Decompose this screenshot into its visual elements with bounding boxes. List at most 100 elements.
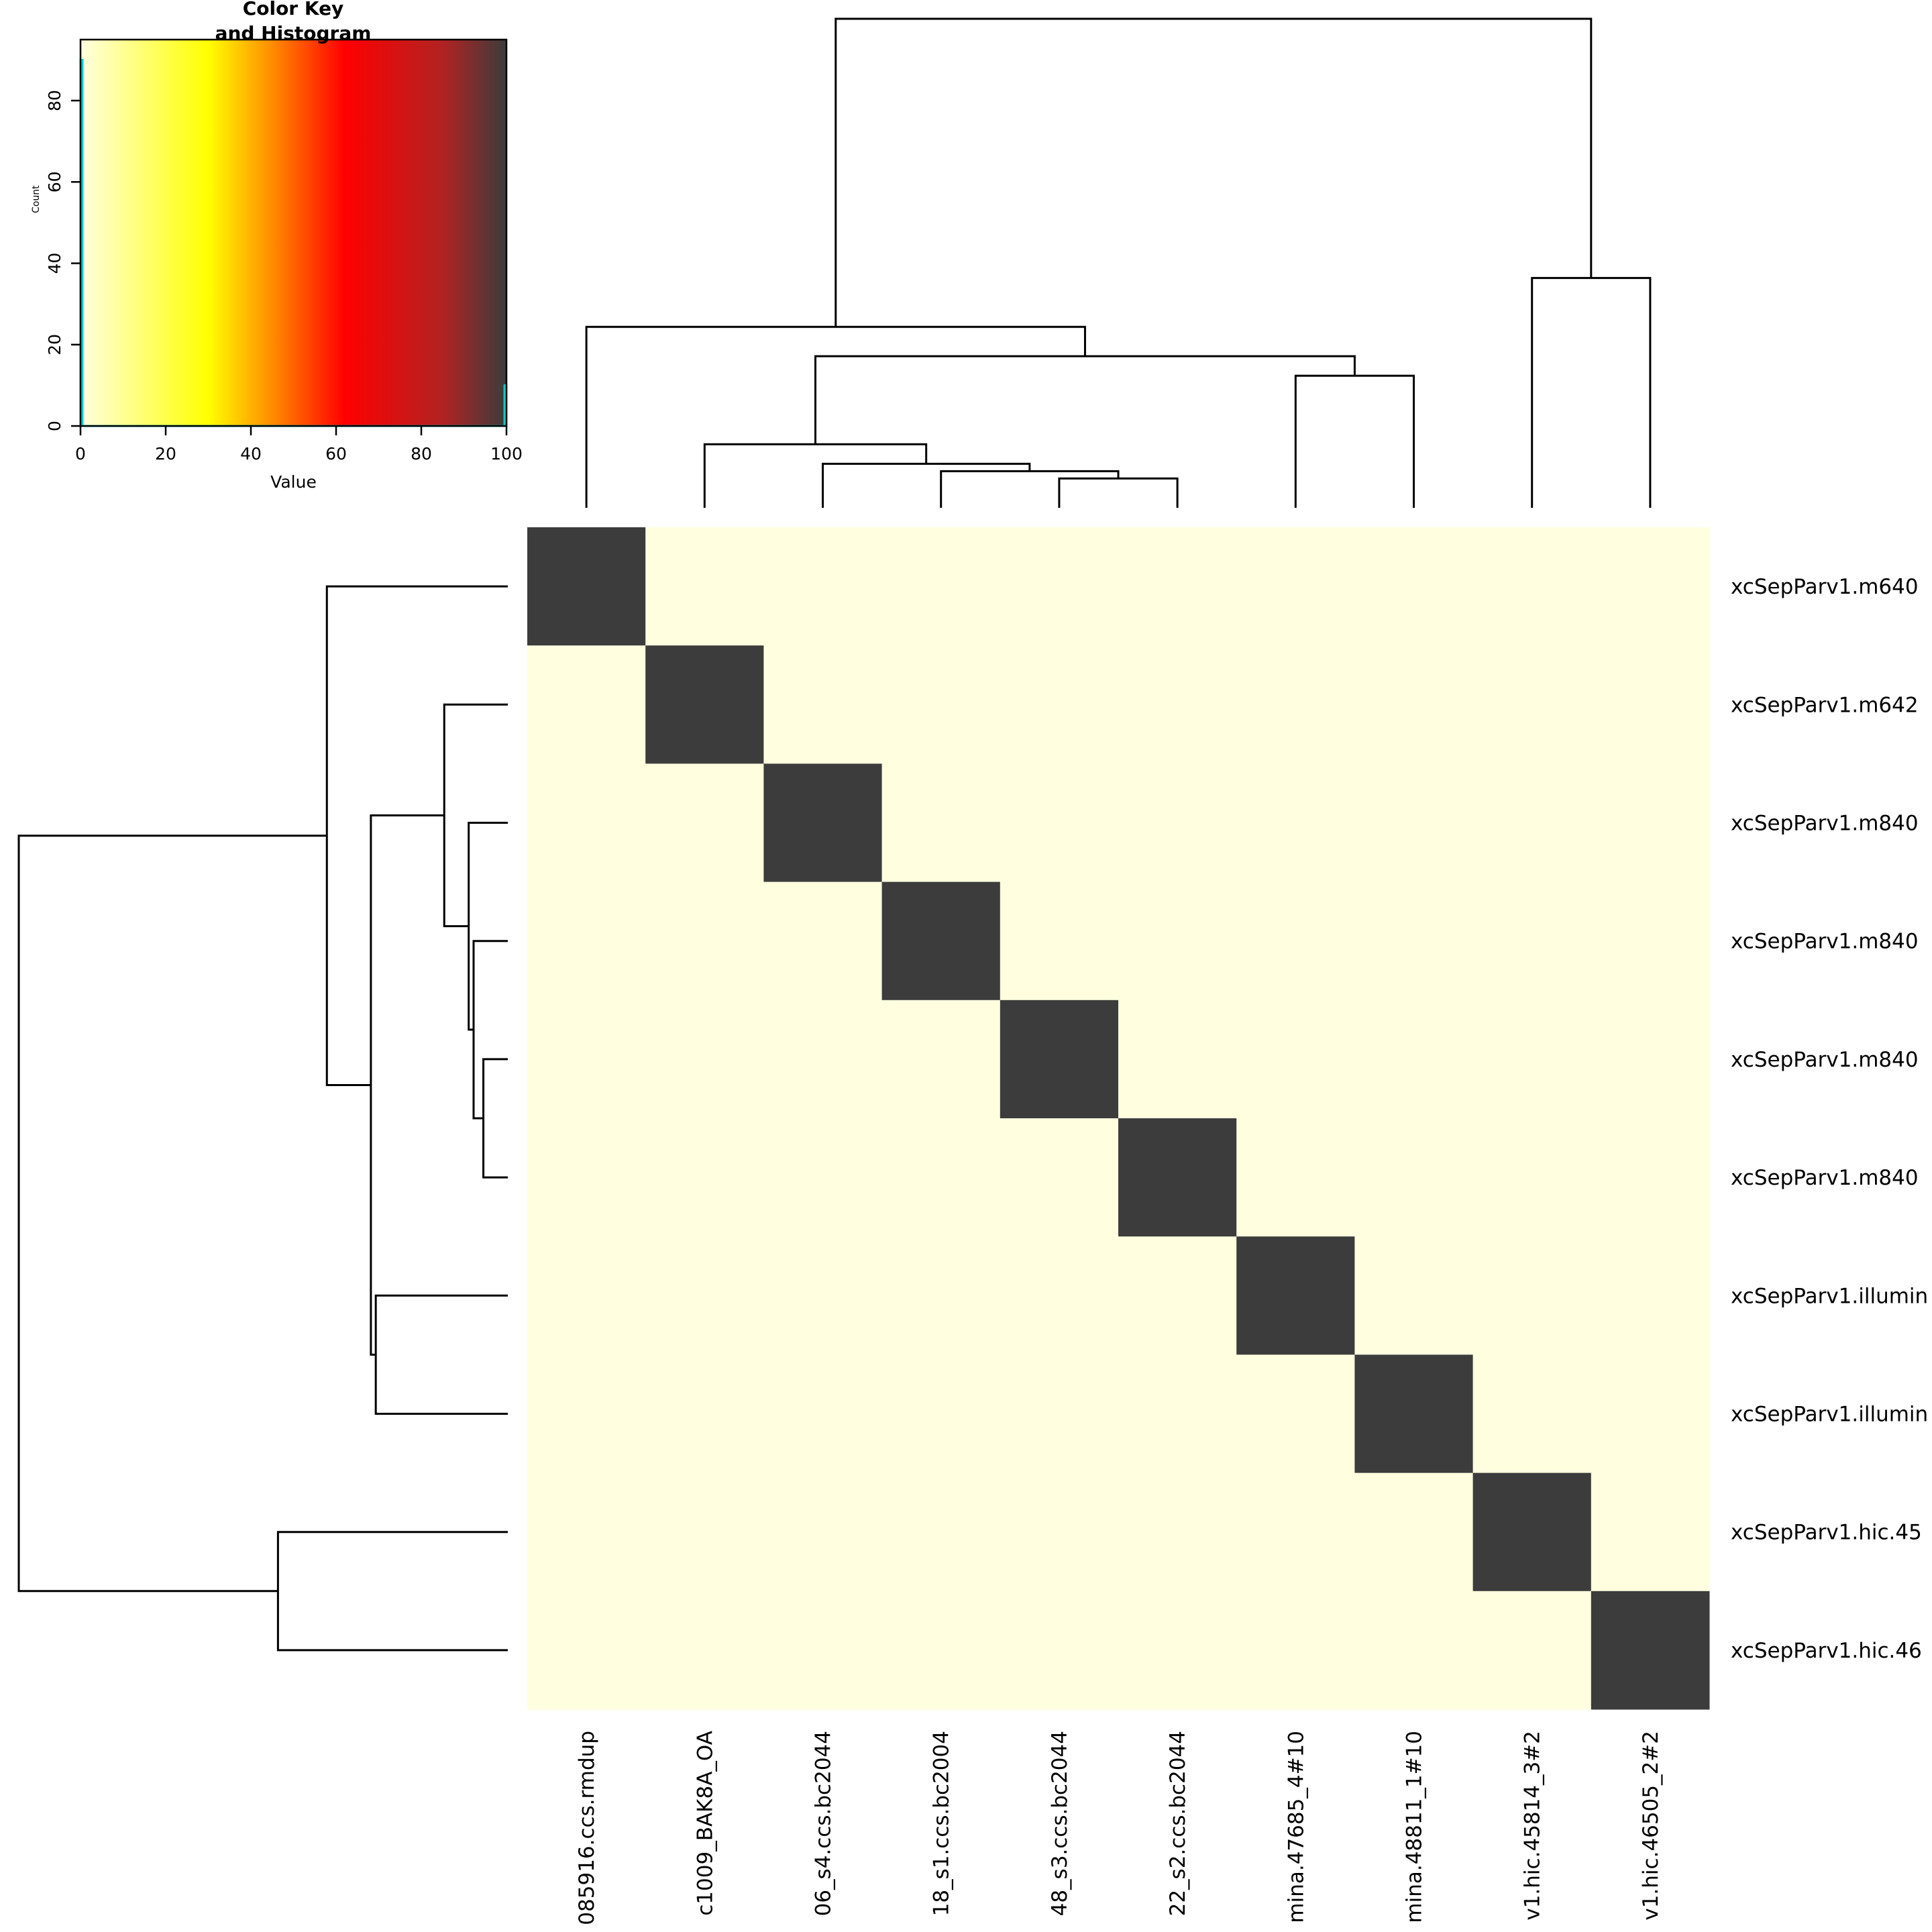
heatmap-cell xyxy=(1118,1118,1237,1237)
heatmap-cell xyxy=(1000,1354,1119,1474)
heatmap-cell xyxy=(1236,1472,1355,1592)
heatmap-cell xyxy=(763,645,883,764)
color-key-frame xyxy=(79,38,508,427)
heatmap-cell xyxy=(763,1236,883,1355)
y-tick-label: 60 xyxy=(45,171,64,193)
heatmap-cell xyxy=(645,763,764,883)
heatmap-cell xyxy=(1118,527,1237,646)
heatmap-cell xyxy=(527,763,646,883)
heatmap-cell xyxy=(645,1472,764,1592)
heatmap-cell xyxy=(527,527,646,646)
heatmap-cell xyxy=(1472,763,1592,883)
heatmap-cell xyxy=(527,645,646,764)
heatmap-cell xyxy=(1472,1472,1592,1592)
dendrogram-branch xyxy=(17,835,327,1593)
heatmap-cell xyxy=(1472,645,1592,764)
heatmap-cell xyxy=(1591,1236,1710,1355)
heatmap-cell xyxy=(1118,881,1237,1001)
heatmap-cell xyxy=(1472,1000,1592,1119)
heatmap-cell xyxy=(881,645,1001,764)
heatmap-cell xyxy=(645,1591,764,1710)
heatmap-cell xyxy=(1236,1354,1355,1474)
column-labels: 085916.ccs.rmdup c1009_BAK8A_OA 06_s4.ccs.… xyxy=(575,1731,1663,1925)
heatmap-cell xyxy=(527,1118,646,1237)
column-label: v1.hic.46505_2#2 xyxy=(1639,1731,1663,1921)
heatmap-cell xyxy=(1236,881,1355,1001)
row-label: xcSepParv1.illumin xyxy=(1731,1403,1928,1427)
heatmap-cell xyxy=(1591,763,1710,883)
heatmap-cell xyxy=(1118,645,1237,764)
heatmap-cell xyxy=(881,1118,1001,1237)
row-label: xcSepParv1.m640 xyxy=(1731,575,1919,599)
dendrogram-branch xyxy=(1531,276,1652,508)
heatmap-cell xyxy=(1000,763,1119,883)
y-tick-label: 20 xyxy=(45,334,64,356)
y-tick-label: 0 xyxy=(45,421,64,431)
y-tick-label: 40 xyxy=(45,253,64,274)
heatmap-cell xyxy=(881,1236,1001,1355)
heatmap-cell xyxy=(1354,1472,1474,1592)
column-label: 48_s3.ccs.bc2044 xyxy=(1048,1731,1072,1916)
x-tick-label: 100 xyxy=(490,444,523,464)
heatmap-cell xyxy=(527,1354,646,1474)
heatmap-cell xyxy=(1000,527,1119,646)
heatmap-cell xyxy=(763,1000,883,1119)
row-labels: xcSepParv1.m640 xcSepParv1.m642 xcSepParv1… xyxy=(1731,575,1928,1663)
heatmap-cell xyxy=(881,1354,1001,1474)
x-tick-label: 40 xyxy=(240,444,262,464)
heatmap-cell xyxy=(1591,1118,1710,1237)
heatmap-cell xyxy=(881,1591,1001,1710)
heatmap-cell xyxy=(527,1000,646,1119)
row-label: xcSepParv1.m840 xyxy=(1731,1166,1919,1190)
heatmap-cell xyxy=(645,1000,764,1119)
heatmap-cell xyxy=(1354,527,1474,646)
heatmap-grid xyxy=(527,527,1710,1710)
heatmap-cell xyxy=(1000,1472,1119,1592)
heatmap-cell xyxy=(1236,1236,1355,1355)
column-label: mina.47685_4#10 xyxy=(1284,1731,1308,1923)
heatmap-cell xyxy=(645,527,764,646)
heatmap-cell xyxy=(1118,1354,1237,1474)
row-label: xcSepParv1.m840 xyxy=(1731,930,1919,954)
heatmap-cell xyxy=(645,881,764,1001)
heatmap-cell xyxy=(1000,1118,1119,1237)
heatmap-cell xyxy=(881,527,1001,646)
heatmap-cell xyxy=(1236,1118,1355,1237)
heatmap-cell xyxy=(881,1000,1001,1119)
dendrogram-branch xyxy=(472,940,508,1120)
heatmap-cell xyxy=(763,763,883,883)
row-label: xcSepParv1.m840 xyxy=(1731,812,1919,836)
heatmap-cell xyxy=(1354,1354,1474,1474)
heatmap-cell xyxy=(1354,1000,1474,1119)
heatmap-cell xyxy=(1472,1354,1592,1474)
heatmap-cell xyxy=(881,763,1001,883)
dendrogram-branch xyxy=(835,17,1593,327)
heatmap-cell xyxy=(645,1236,764,1355)
heatmap-cell xyxy=(1000,881,1119,1001)
heatmap-cell xyxy=(1118,1591,1237,1710)
heatmap-cell xyxy=(527,1591,646,1710)
row-dendrogram xyxy=(17,585,508,1652)
heatmap-cell xyxy=(763,527,883,646)
column-label: mina.48811_1#10 xyxy=(1403,1731,1427,1923)
heatmap-cell xyxy=(1000,1000,1119,1119)
dendrogram-branch xyxy=(276,1531,508,1652)
heatmap-cell xyxy=(1118,763,1237,883)
dendrogram-branch xyxy=(482,1058,508,1179)
heatmap-cell xyxy=(763,1591,883,1710)
dendrogram-branch xyxy=(325,585,508,1086)
column-label: 22_s2.ccs.bc2044 xyxy=(1166,1731,1190,1916)
color-key: 0 20 40 60 80 100 0 20 40 60 80 Color Key and Histog… xyxy=(31,0,523,492)
color-key-gradient xyxy=(80,40,506,426)
dendrogram-branch xyxy=(1294,374,1415,508)
dendrogram-branch xyxy=(703,443,928,508)
x-tick-label: 80 xyxy=(411,444,432,464)
heatmap-cell xyxy=(763,881,883,1001)
heatmap-cell xyxy=(527,1472,646,1592)
heatmap-cell xyxy=(645,645,764,764)
color-key-xlabel: Value xyxy=(270,472,317,492)
heatmap-cell xyxy=(1354,645,1474,764)
heatmap-cell xyxy=(1591,1000,1710,1119)
row-label: xcSepParv1.m642 xyxy=(1731,693,1919,717)
